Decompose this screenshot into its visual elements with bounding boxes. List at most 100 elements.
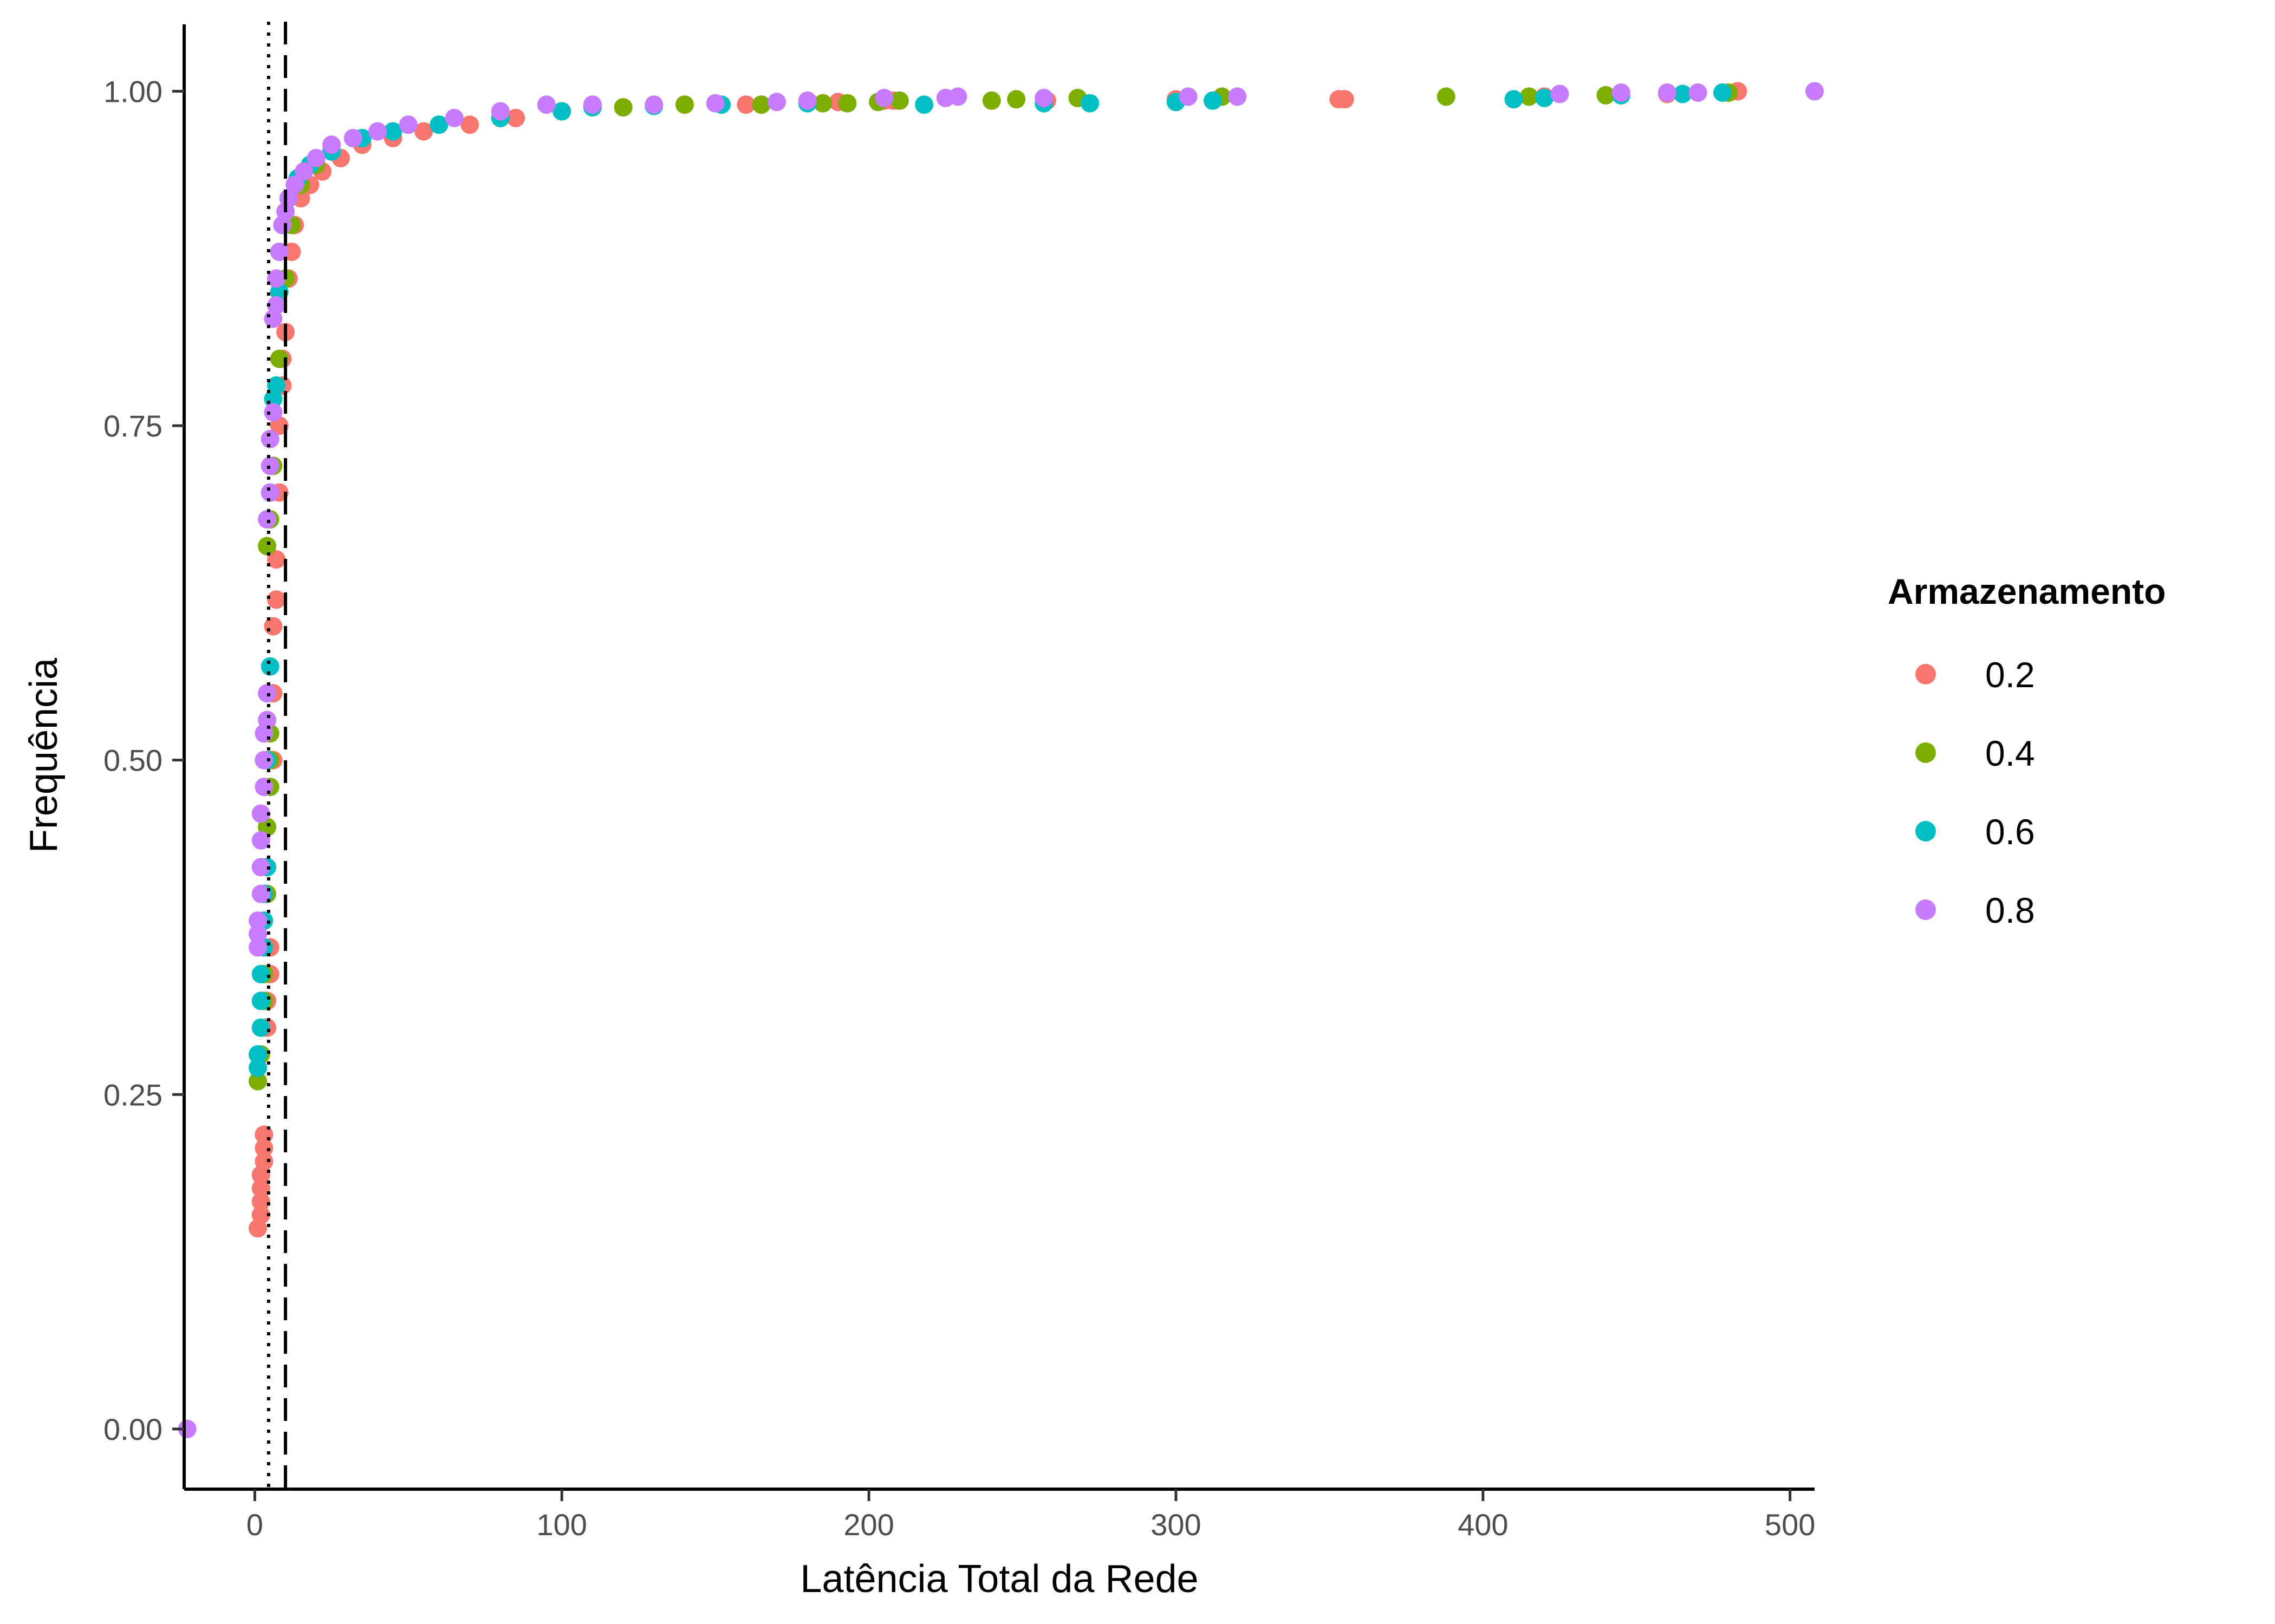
data-point <box>249 1045 267 1064</box>
data-point <box>399 115 418 134</box>
data-point <box>768 93 786 112</box>
data-point <box>737 95 756 114</box>
data-point <box>255 1152 274 1171</box>
data-point <box>255 778 274 797</box>
data-point <box>267 296 286 315</box>
legend-key <box>1915 899 1936 920</box>
y-tick-label: 0.50 <box>103 743 162 778</box>
legend-key <box>1915 821 1936 842</box>
data-point <box>267 590 286 609</box>
data-point <box>251 1205 270 1224</box>
legend: Armazenamento 0.2 0.4 0.6 0.8 <box>1888 571 2166 930</box>
y-axis-ticks: 0.00 0.25 0.50 0.75 1.00 <box>103 75 184 1446</box>
data-point <box>322 135 341 154</box>
data-point <box>255 1125 274 1144</box>
data-point <box>251 1018 270 1037</box>
data-point <box>915 95 934 114</box>
data-point <box>1436 87 1455 106</box>
data-point <box>255 1139 274 1158</box>
x-tick-label: 300 <box>1150 1508 1201 1542</box>
data-point <box>838 94 857 113</box>
data-point <box>614 98 633 117</box>
data-point <box>948 87 967 106</box>
data-point <box>368 122 387 141</box>
data-point <box>261 429 280 448</box>
data-point <box>1035 88 1054 107</box>
data-point <box>264 617 283 636</box>
plot-points <box>178 82 1824 1438</box>
data-point <box>1673 84 1692 103</box>
data-point <box>814 94 833 113</box>
data-point <box>506 108 525 127</box>
data-point <box>307 149 326 167</box>
data-point <box>267 550 286 569</box>
data-point <box>249 1072 267 1091</box>
data-point <box>251 884 270 903</box>
legend-item: 0.8 <box>1915 890 2035 930</box>
data-point <box>1335 90 1354 109</box>
data-point <box>445 108 464 127</box>
data-point <box>251 964 270 983</box>
series-0.6 <box>249 83 1732 1077</box>
data-point <box>251 804 270 823</box>
data-point <box>255 751 274 769</box>
series-0.8 <box>178 82 1824 1438</box>
data-point <box>285 175 304 194</box>
x-tick-label: 400 <box>1458 1508 1508 1542</box>
data-point <box>706 94 725 113</box>
data-point <box>1179 87 1198 106</box>
data-point <box>552 102 571 121</box>
legend-key <box>1915 664 1936 684</box>
data-point <box>1081 94 1100 113</box>
data-point <box>414 122 433 141</box>
data-point <box>1550 84 1569 103</box>
legend-label: 0.8 <box>1985 890 2035 930</box>
data-point <box>258 510 277 529</box>
data-point <box>295 162 314 181</box>
data-point <box>1519 87 1538 106</box>
legend-item: 0.6 <box>1915 812 2035 852</box>
data-point <box>267 269 286 288</box>
x-tick-label: 100 <box>537 1508 587 1542</box>
legend-label: 0.2 <box>1985 655 2035 695</box>
data-point <box>460 115 479 134</box>
data-point <box>267 376 286 395</box>
data-point <box>875 88 894 107</box>
x-axis-title: Latência Total da Rede <box>800 1557 1198 1601</box>
data-point <box>1204 91 1222 110</box>
data-point <box>1596 86 1615 105</box>
data-point <box>258 537 277 556</box>
data-point <box>1007 90 1026 109</box>
data-point <box>537 95 556 114</box>
data-point <box>1611 83 1630 102</box>
data-point <box>251 1179 270 1198</box>
data-point <box>675 95 694 114</box>
series-0.2 <box>249 82 1747 1238</box>
data-point <box>752 95 771 114</box>
data-point <box>798 91 817 110</box>
y-tick-label: 0.25 <box>103 1078 162 1112</box>
data-point <box>1713 83 1732 102</box>
data-point <box>491 102 510 121</box>
data-point <box>1805 82 1824 101</box>
data-point <box>430 115 448 134</box>
data-point <box>384 122 402 141</box>
data-point <box>890 91 909 110</box>
legend-key <box>1915 742 1936 763</box>
data-point <box>1658 83 1676 102</box>
x-tick-label: 500 <box>1765 1508 1815 1542</box>
legend-label: 0.4 <box>1985 733 2035 773</box>
y-tick-label: 1.00 <box>103 75 162 109</box>
data-point <box>249 924 267 943</box>
data-point <box>249 1058 267 1077</box>
data-point <box>261 657 280 676</box>
legend-title: Armazenamento <box>1888 571 2166 611</box>
data-point <box>1504 90 1523 109</box>
x-tick-label: 200 <box>843 1508 894 1542</box>
data-point <box>249 911 267 930</box>
legend-items: 0.2 0.4 0.6 0.8 <box>1915 655 2035 930</box>
data-point <box>982 91 1001 110</box>
data-point <box>264 403 283 422</box>
data-point <box>1535 88 1554 107</box>
